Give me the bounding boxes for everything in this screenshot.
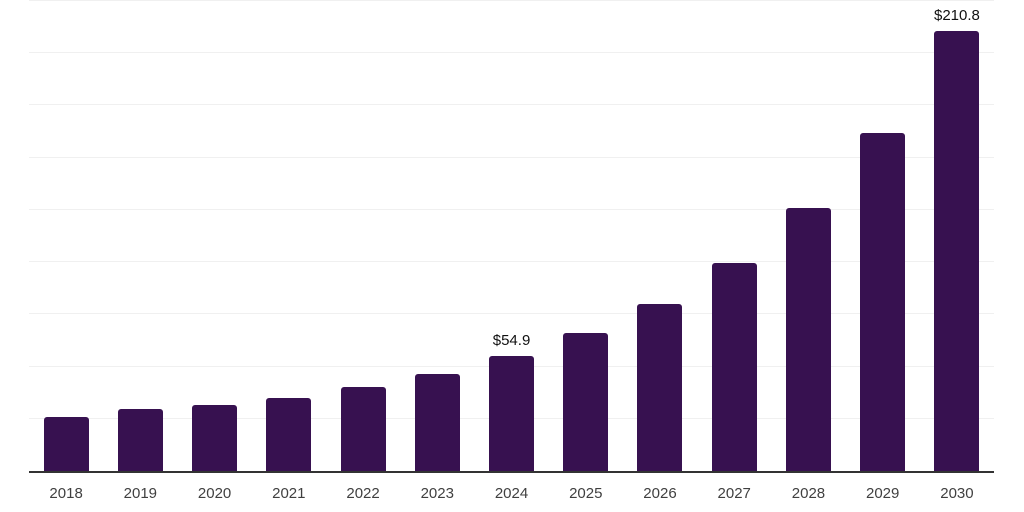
gridline	[29, 104, 994, 105]
x-tick-label: 2018	[49, 485, 83, 502]
bar-2028	[785, 208, 831, 471]
bar-slot	[400, 1, 474, 471]
x-axis: 2018 2019 2020 2021 2022 2023 2024 2025 2026 2027…	[29, 485, 994, 502]
x-tick-label: 2020	[197, 485, 232, 502]
bar-slot	[697, 1, 771, 471]
bar-slot	[326, 1, 400, 471]
bars-row: $54.9 $210.8	[29, 1, 994, 471]
x-tick-label: 2024	[494, 485, 529, 502]
bar-slot	[623, 1, 697, 471]
x-tick-label: 2019	[123, 485, 158, 502]
bar-2025	[563, 332, 609, 471]
x-tick-label: 2030	[940, 485, 974, 502]
x-tick-label: 2029	[866, 485, 900, 502]
bar-2026	[637, 303, 683, 471]
bar-2020	[192, 404, 238, 471]
gridline	[29, 0, 994, 1]
x-axis-line	[29, 471, 994, 473]
bar-slot: $210.8	[920, 1, 994, 471]
bar-2027	[711, 263, 757, 471]
x-tick-label: 2028	[791, 485, 826, 502]
bar-slot	[177, 1, 251, 471]
value-label: $54.9	[492, 332, 531, 350]
bar-2018	[43, 416, 89, 471]
bar-slot	[549, 1, 623, 471]
plot-area: $54.9 $210.8	[29, 0, 994, 471]
gridline	[29, 261, 994, 262]
x-tick-label: 2021	[272, 485, 306, 502]
bar-slot	[252, 1, 326, 471]
x-tick-label: 2025	[569, 485, 603, 502]
x-tick-label: 2027	[717, 485, 751, 502]
bar-2019	[117, 408, 163, 471]
x-tick-label: 2026	[643, 485, 677, 502]
bar-slot: $54.9	[474, 1, 548, 471]
x-tick-label: 2022	[346, 485, 380, 502]
gridline	[29, 157, 994, 158]
bar-2024	[489, 356, 535, 471]
bar-slot	[29, 1, 103, 471]
value-label: $210.8	[933, 6, 980, 24]
bar-2030	[934, 30, 980, 471]
bar-2023	[414, 374, 460, 471]
bar-2029	[860, 133, 906, 471]
gridline	[29, 52, 994, 53]
bar-slot	[771, 1, 845, 471]
bar-slot	[103, 1, 177, 471]
bar-2021	[266, 397, 312, 471]
gridline	[29, 209, 994, 210]
bar-2022	[340, 386, 386, 471]
bar-slot	[846, 1, 920, 471]
gridline	[29, 313, 994, 314]
x-tick-label: 2023	[420, 485, 454, 502]
